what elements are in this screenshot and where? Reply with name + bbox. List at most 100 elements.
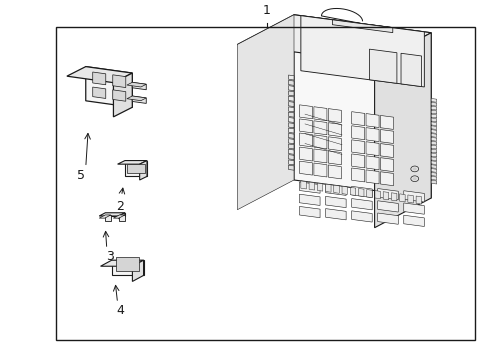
Polygon shape xyxy=(352,186,372,198)
Polygon shape xyxy=(127,82,146,87)
Polygon shape xyxy=(289,102,294,107)
Polygon shape xyxy=(431,149,437,153)
Polygon shape xyxy=(127,96,146,101)
Polygon shape xyxy=(93,72,106,85)
Polygon shape xyxy=(352,211,372,222)
Polygon shape xyxy=(289,107,294,112)
Polygon shape xyxy=(113,75,126,87)
Polygon shape xyxy=(314,107,327,121)
Polygon shape xyxy=(118,161,147,164)
Polygon shape xyxy=(289,86,294,91)
Polygon shape xyxy=(328,109,342,122)
Polygon shape xyxy=(431,99,437,102)
Polygon shape xyxy=(328,123,342,137)
Polygon shape xyxy=(431,157,437,161)
Polygon shape xyxy=(380,116,393,129)
Polygon shape xyxy=(366,128,379,141)
Polygon shape xyxy=(334,185,339,193)
Polygon shape xyxy=(328,165,342,179)
Polygon shape xyxy=(328,151,342,165)
Polygon shape xyxy=(125,161,147,176)
Polygon shape xyxy=(350,188,356,195)
Polygon shape xyxy=(366,170,379,184)
Polygon shape xyxy=(431,161,437,165)
Polygon shape xyxy=(289,117,294,122)
Polygon shape xyxy=(105,213,125,216)
Polygon shape xyxy=(289,144,294,149)
Polygon shape xyxy=(289,75,294,80)
Polygon shape xyxy=(352,112,365,126)
Polygon shape xyxy=(431,126,437,130)
Polygon shape xyxy=(380,158,393,172)
Polygon shape xyxy=(289,96,294,101)
Polygon shape xyxy=(113,215,125,218)
Polygon shape xyxy=(114,73,132,117)
Polygon shape xyxy=(299,105,313,119)
Text: 3: 3 xyxy=(106,250,114,263)
Polygon shape xyxy=(404,203,424,214)
Polygon shape xyxy=(332,20,393,33)
Polygon shape xyxy=(431,114,437,118)
Polygon shape xyxy=(369,49,397,84)
Polygon shape xyxy=(431,172,437,176)
Polygon shape xyxy=(105,215,111,221)
Polygon shape xyxy=(378,213,398,224)
Polygon shape xyxy=(325,184,346,195)
Polygon shape xyxy=(120,215,125,221)
Polygon shape xyxy=(431,130,437,134)
Polygon shape xyxy=(352,154,365,168)
Polygon shape xyxy=(299,119,313,133)
Polygon shape xyxy=(404,191,424,202)
Polygon shape xyxy=(431,138,437,141)
Circle shape xyxy=(413,167,416,170)
Polygon shape xyxy=(289,165,294,170)
Polygon shape xyxy=(67,67,132,83)
Polygon shape xyxy=(314,149,327,163)
Polygon shape xyxy=(328,137,342,151)
Polygon shape xyxy=(352,126,365,140)
Polygon shape xyxy=(366,142,379,156)
Polygon shape xyxy=(431,153,437,157)
Text: 1: 1 xyxy=(263,4,271,17)
Polygon shape xyxy=(289,160,294,165)
Polygon shape xyxy=(100,260,144,266)
Polygon shape xyxy=(299,194,320,206)
Polygon shape xyxy=(289,139,294,144)
Polygon shape xyxy=(289,80,294,85)
Polygon shape xyxy=(342,186,347,194)
Polygon shape xyxy=(431,165,437,168)
Polygon shape xyxy=(119,213,125,219)
Polygon shape xyxy=(314,121,327,135)
Polygon shape xyxy=(237,15,294,210)
Polygon shape xyxy=(132,96,146,103)
Polygon shape xyxy=(289,123,294,128)
Polygon shape xyxy=(352,199,372,210)
Polygon shape xyxy=(383,192,389,200)
Polygon shape xyxy=(408,195,414,203)
Polygon shape xyxy=(374,33,431,228)
Polygon shape xyxy=(289,128,294,133)
Polygon shape xyxy=(401,53,421,87)
Polygon shape xyxy=(378,201,398,212)
Polygon shape xyxy=(431,134,437,137)
Polygon shape xyxy=(367,190,372,198)
Text: 4: 4 xyxy=(116,304,124,317)
Polygon shape xyxy=(325,184,331,192)
Polygon shape xyxy=(99,213,125,216)
Polygon shape xyxy=(299,182,320,193)
Polygon shape xyxy=(132,82,146,90)
Text: 5: 5 xyxy=(77,169,85,182)
Polygon shape xyxy=(431,180,437,184)
Polygon shape xyxy=(392,193,397,201)
Polygon shape xyxy=(289,149,294,154)
Polygon shape xyxy=(299,133,313,147)
Polygon shape xyxy=(431,106,437,110)
Polygon shape xyxy=(431,145,437,149)
Polygon shape xyxy=(289,134,294,138)
Polygon shape xyxy=(431,168,437,172)
Polygon shape xyxy=(289,91,294,96)
Polygon shape xyxy=(318,183,323,191)
Polygon shape xyxy=(93,87,106,98)
Polygon shape xyxy=(294,15,431,198)
Polygon shape xyxy=(86,67,132,107)
